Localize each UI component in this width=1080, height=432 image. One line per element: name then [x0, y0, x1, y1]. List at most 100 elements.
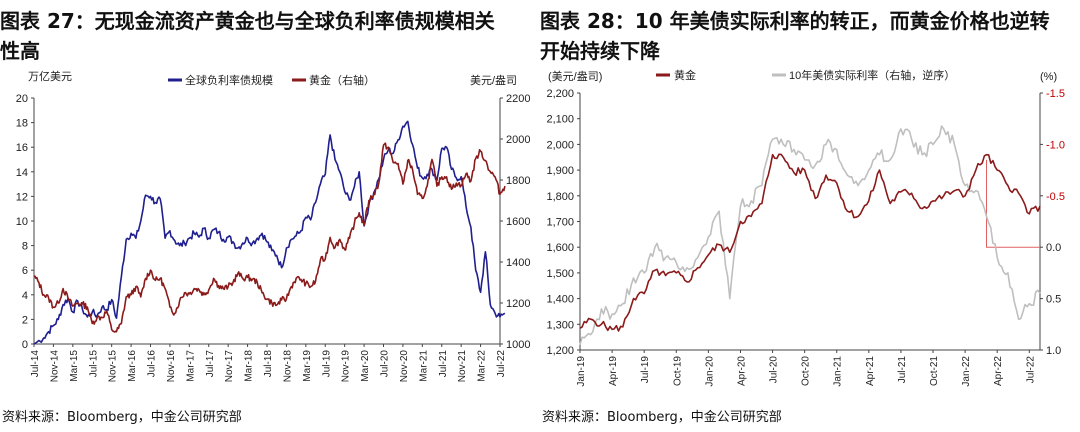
- left-y-tick-label: 6: [22, 265, 28, 277]
- x-tick-label: Jan-21: [833, 356, 844, 387]
- left-axis-label: (美元/盎司): [548, 69, 602, 83]
- left-y-tick-label: 0: [22, 339, 28, 351]
- chart-left-svg: 万亿美元 美元/盎司 全球负利率债规模 黄金（右轴） 0 2 4 6 8 10 12 14 16 18 20…: [16, 70, 530, 383]
- x-tick-label: Mar-18: [244, 350, 255, 382]
- right-y-tick-label: 2200: [506, 93, 530, 105]
- source-note-left: 资料来源：Bloomberg，中金公司研究部: [2, 410, 242, 425]
- x-tick-label: Jul-15: [88, 350, 99, 378]
- x-tick-label: Mar-20: [360, 350, 371, 382]
- zero-real-yield-marker: [986, 159, 1040, 248]
- x-tick-label: Mar-21: [418, 350, 429, 382]
- left-y-tick-label: 1,600: [546, 242, 574, 254]
- left-y-tick-label: 20: [16, 93, 28, 105]
- x-tick-label: Apr-21: [865, 356, 876, 386]
- legend-label-gold: 黄金（右轴）: [309, 73, 375, 87]
- chart-title-right-line1: 图表 28：10 年美债实际利率的转正，而黄金价格也逆转: [540, 9, 1050, 33]
- x-tick-label: Nov-17: [224, 350, 235, 383]
- legend-label-real-yield: 10年美债实际利率（右轴，逆序）: [789, 68, 955, 82]
- right-y-tick-label: -1.5: [1046, 88, 1065, 100]
- legend-label-negative-yield-debt: 全球负利率债规模: [185, 73, 273, 87]
- x-tick-label: Nov-20: [399, 350, 410, 383]
- chart-panel-right: 图表 28：10 年美债实际利率的转正，而黄金价格也逆转 开始持续下降 (美元/…: [540, 0, 1080, 432]
- source-note-right: 资料来源：Bloomberg，中金公司研究部: [542, 410, 782, 425]
- x-tick-label: Nov-15: [108, 350, 119, 383]
- x-tick-label: Oct-19: [672, 356, 683, 386]
- series-line-gold: [579, 153, 1041, 332]
- x-tick-label: Jul-20: [769, 356, 780, 384]
- left-y-tick-label: 14: [16, 167, 28, 179]
- chart-right-svg: (美元/盎司) (%) 黄金 10年美债实际利率（右轴，逆序） 1,200 1,300 1,…: [546, 68, 1065, 387]
- left-y-tick-label: 1,700: [546, 217, 574, 229]
- right-y-tick-label: -1.0: [1046, 139, 1065, 151]
- x-tick-label: Apr-20: [736, 356, 747, 386]
- left-y-tick-label: 2,000: [546, 139, 574, 151]
- right-y-tick-label: 1200: [506, 298, 530, 310]
- series-line-real-yield: [579, 125, 1041, 346]
- left-y-tick-label: 10: [16, 216, 28, 228]
- left-y-tick-label: 4: [22, 290, 28, 302]
- chart-title-right-line2: 开始持续下降: [540, 39, 660, 63]
- left-y-tick-label: 2: [22, 314, 28, 326]
- x-tick-label: Jul-19: [321, 350, 332, 378]
- chart-panel-left: 图表 27：无现金流资产黄金也与全球负利率债规模相关 性高 万亿美元 美元/盎司 全…: [0, 0, 530, 432]
- x-tick-label: Mar-15: [69, 350, 80, 382]
- x-tick-label: Jul-19: [640, 356, 651, 384]
- chart-title-left-line1: 图表 27：无现金流资产黄金也与全球负利率债规模相关: [0, 9, 495, 33]
- series-line-gold: [33, 142, 506, 333]
- right-y-tick-label: 1.0: [1046, 345, 1061, 357]
- x-tick-label: Nov-18: [282, 350, 293, 383]
- left-axis-label: 万亿美元: [28, 70, 72, 83]
- left-y-tick-label: 1,900: [546, 165, 574, 177]
- right-y-tick-label: 1400: [506, 257, 530, 269]
- left-y-tick-label: 12: [16, 191, 28, 203]
- x-tick-label: Jul-21: [438, 350, 449, 378]
- x-tick-label: Jul-22: [496, 350, 507, 378]
- left-y-tick-label: 1,200: [546, 345, 574, 357]
- x-tick-label: Nov-19: [341, 350, 352, 383]
- legend-label-gold: 黄金: [674, 68, 696, 82]
- right-y-tick-label: 0.5: [1046, 294, 1061, 306]
- x-tick-label: Jul-20: [380, 350, 391, 378]
- left-y-tick-label: 2,100: [546, 114, 574, 126]
- right-axis-label: (%): [1040, 71, 1057, 83]
- right-y-tick-label: 1600: [506, 216, 530, 228]
- x-tick-label: Jan-22: [961, 356, 972, 387]
- x-tick-label: Oct-21: [929, 356, 940, 386]
- right-y-tick-label: 0.0: [1046, 242, 1061, 254]
- x-tick-label: Apr-22: [993, 356, 1004, 386]
- x-tick-label: Jan-19: [576, 356, 587, 387]
- x-tick-label: Oct-20: [801, 356, 812, 386]
- right-y-tick-label: 1000: [506, 339, 530, 351]
- left-y-tick-label: 18: [16, 118, 28, 130]
- x-tick-label: Nov-21: [457, 350, 468, 383]
- x-tick-label: Jul-21: [897, 356, 908, 384]
- left-y-tick-label: 1,500: [546, 268, 574, 280]
- right-y-tick-label: 1800: [506, 175, 530, 187]
- left-y-tick-label: 16: [16, 142, 28, 154]
- x-tick-label: Jul-14: [30, 350, 41, 378]
- chart-title-left-line2: 性高: [0, 39, 40, 63]
- x-tick-label: Jan-20: [704, 356, 715, 387]
- left-y-tick-label: 8: [22, 241, 28, 253]
- x-tick-label: Jul-16: [147, 350, 158, 378]
- left-y-tick-label: 2,200: [546, 88, 574, 100]
- series-line-negative-yield-debt: [33, 120, 506, 345]
- x-tick-label: Jul-22: [1025, 356, 1036, 384]
- x-tick-label: Jul-18: [263, 350, 274, 378]
- left-y-tick-label: 1,400: [546, 294, 574, 306]
- left-y-tick-label: 1,800: [546, 191, 574, 203]
- right-axis-label: 美元/盎司: [470, 73, 517, 87]
- x-tick-label: Apr-19: [608, 356, 619, 386]
- right-y-tick-label: 2000: [506, 134, 530, 146]
- x-tick-label: Mar-22: [477, 350, 488, 382]
- x-tick-label: Mar-19: [302, 350, 313, 382]
- x-tick-label: Nov-16: [166, 350, 177, 383]
- x-tick-label: Jul-17: [205, 350, 216, 378]
- chart-title-right: 图表 28：10 年美债实际利率的转正，而黄金价格也逆转 开始持续下降: [540, 6, 1070, 66]
- x-tick-label: Mar-17: [185, 350, 196, 382]
- right-y-tick-label: -0.5: [1046, 191, 1065, 203]
- left-y-tick-label: 1,300: [546, 319, 574, 331]
- x-tick-label: Mar-16: [127, 350, 138, 382]
- x-tick-label: Nov-14: [49, 350, 60, 383]
- chart-title-left: 图表 27：无现金流资产黄金也与全球负利率债规模相关 性高: [0, 6, 530, 66]
